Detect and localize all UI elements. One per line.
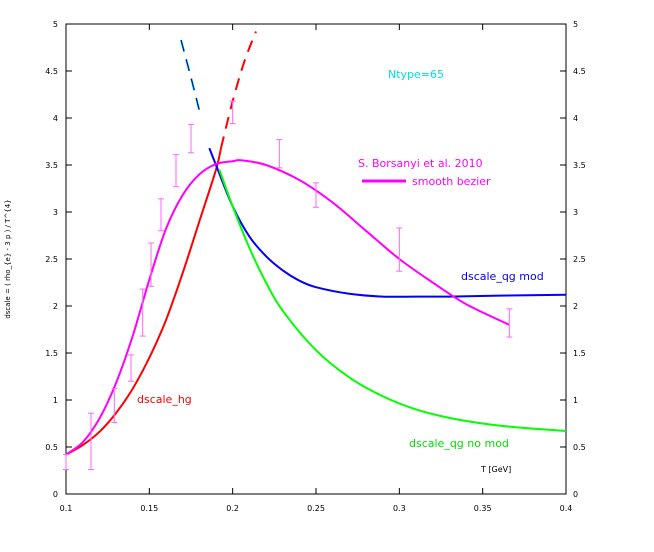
series-dscale-hg-dashed xyxy=(220,31,257,149)
data-point xyxy=(396,227,403,272)
data-point xyxy=(63,454,69,471)
y-tick-label-right: 1.5 xyxy=(573,349,586,358)
y-tick-label-right: 2 xyxy=(573,302,578,311)
data-point xyxy=(173,154,179,188)
qg-nomod-label: dscale_qg no mod xyxy=(409,437,509,450)
series-dscale-qg-dashed-overlay xyxy=(180,39,202,118)
y-tick-label: 2.5 xyxy=(45,255,58,264)
data-point xyxy=(229,100,236,125)
y-tick-label: 3.5 xyxy=(45,161,58,170)
plot-frame xyxy=(65,23,567,495)
y-tick-label-right: 0.5 xyxy=(573,443,586,452)
x-tick-label: 0.4 xyxy=(560,504,573,513)
x-tick-label: 0.35 xyxy=(474,504,492,513)
data-point xyxy=(88,412,94,471)
y-tick-label: 2 xyxy=(53,302,58,311)
y-tick-label-right: 0 xyxy=(573,490,578,499)
y-tick-label: 0.5 xyxy=(45,443,58,452)
y-tick-label: 1.5 xyxy=(45,349,58,358)
x-axis-label: T [GeV] xyxy=(480,465,511,474)
x-tick-label: 0.2 xyxy=(226,504,239,513)
series-dscale-qg-no-mod xyxy=(218,169,567,433)
y-tick-label: 3 xyxy=(53,208,58,217)
data-source-label: S. Borsanyi et al. 2010 xyxy=(358,157,483,170)
x-tick-label: 0.15 xyxy=(140,504,158,513)
data-points xyxy=(63,100,513,471)
ntype-annotation: Ntype=65 xyxy=(388,68,444,81)
data-point xyxy=(313,182,319,208)
curves xyxy=(65,31,567,456)
y-tick-label-right: 4.5 xyxy=(573,67,586,76)
y-tick-label-right: 5 xyxy=(573,20,578,29)
y-tick-label-right: 3 xyxy=(573,208,578,217)
data-point xyxy=(276,139,283,169)
x-tick-label: 0.1 xyxy=(60,504,73,513)
series-dscale-hg xyxy=(65,147,222,456)
y-tick-label-right: 3.5 xyxy=(573,161,586,170)
data-point xyxy=(139,288,146,337)
qg-mod-label: dscale_qg mod xyxy=(461,270,544,283)
data-point xyxy=(158,198,164,232)
smooth-legend-label: smooth bezier xyxy=(412,175,491,188)
x-tick-label: 0.25 xyxy=(307,504,325,513)
y-axis-label: dscale = ( rho_{e} - 3 p ) / T^{4} xyxy=(4,199,12,318)
hg-label: dscale_hg xyxy=(137,393,192,406)
y-tick-label: 4.5 xyxy=(45,67,58,76)
data-point xyxy=(506,308,513,338)
x-tick-label: 0.3 xyxy=(393,504,406,513)
y-tick-label: 5 xyxy=(53,20,58,29)
data-point xyxy=(148,242,154,287)
y-tick-label: 0 xyxy=(53,490,58,499)
y-tick-label-right: 4 xyxy=(573,114,578,123)
data-point xyxy=(128,354,134,382)
series-smooth-bezier xyxy=(65,159,510,456)
axis-ticks: 0.1 0.15 0.2 0.25 0.3 0.35 0.40 00.5 0.51 11.5 1.5… xyxy=(45,20,585,513)
y-tick-label-right: 1 xyxy=(573,396,578,405)
y-tick-label: 4 xyxy=(53,114,58,123)
y-tick-label-right: 2.5 xyxy=(573,255,586,264)
data-point xyxy=(111,388,118,424)
y-tick-label: 1 xyxy=(53,396,58,405)
data-point xyxy=(188,124,194,154)
